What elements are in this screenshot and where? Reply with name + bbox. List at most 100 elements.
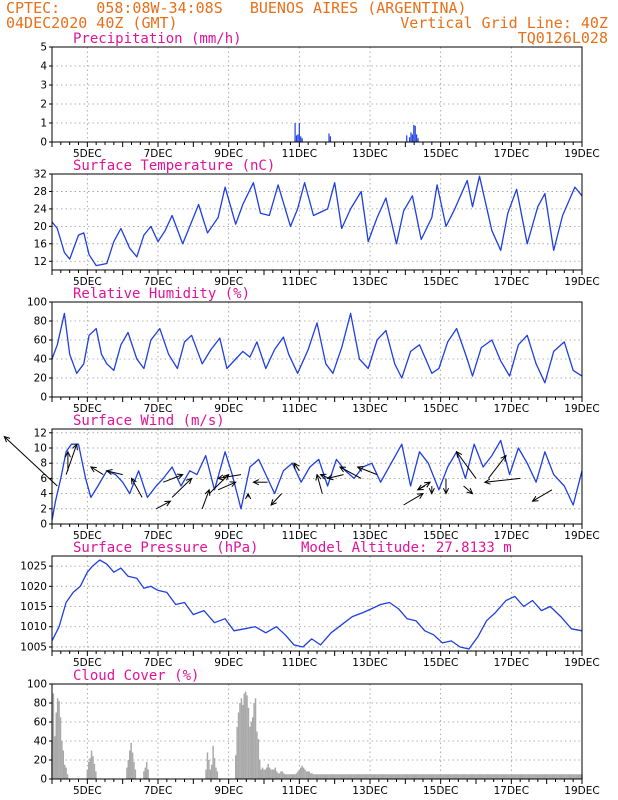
wind-arrow-17 [315,473,323,494]
xtick-label-precip-0: 5DEC [73,148,102,160]
bar-cloud-243 [523,774,525,779]
bar-cloud-180 [434,774,436,779]
wind-arrow-12 [216,474,242,481]
wind-arrow-head-28 [455,450,463,458]
bar-precip-5 [301,138,303,142]
wind-arrow-head-15 [270,499,277,506]
ytick-label-rh-1: 20 [34,373,47,385]
xtick-label-cloud-3: 11DEC [282,785,317,797]
bar-cloud-59 [263,769,265,779]
bar-cloud-99 [319,774,322,779]
xtick-label-wind-0: 5DEC [73,530,102,542]
wind-arrow-head-31 [531,495,539,502]
wind-arrow-shaft-16 [293,462,300,472]
bar-cloud-238 [516,774,518,779]
bar-cloud-67 [274,767,277,779]
wind-arrow-head-4 [105,469,113,475]
bar-cloud-93 [311,773,313,779]
bar-cloud-66 [273,769,275,779]
xtick-label-wind-4: 13DEC [352,530,387,542]
wind-arrow-30 [483,477,521,485]
bar-cloud-168 [417,774,419,779]
ytick-label-precip-1: 1 [40,118,47,130]
panel-title-precip: Precipitation (mm/h) [73,31,242,47]
xtick-label-cloud-7: 19DEC [564,785,599,797]
bar-cloud-91 [308,771,310,779]
ytick-label-pressure-0: 1005 [20,641,47,653]
bar-cloud-78 [290,774,292,779]
wind-arrow-head-16 [293,462,300,470]
bar-cloud-70 [278,773,281,779]
xtick-label-pressure-2: 9DEC [214,657,243,669]
bar-cloud-245 [526,774,528,779]
wind-arrow-6 [155,500,172,510]
bar-cloud-171 [421,774,424,779]
bar-cloud-14 [89,758,91,779]
xtick-label-precip-2: 9DEC [214,148,243,160]
ytick-label-pressure-2: 1015 [20,601,47,613]
bar-cloud-25 [134,769,137,779]
bar-cloud-263 [551,774,554,779]
xtick-label-cloud-1: 7DEC [144,785,173,797]
xtick-label-rh-3: 11DEC [282,403,317,415]
bar-cloud-28 [145,761,148,779]
xtick-label-pressure-3: 11DEC [282,657,317,669]
xtick-label-wind-5: 15DEC [423,530,458,542]
ytick-label-pressure-4: 1025 [20,561,47,573]
bar-cloud-228 [502,774,504,779]
bar-cloud-170 [420,774,422,779]
bar-cloud-34 [210,764,213,779]
bar-cloud-118 [346,774,349,779]
bar-cloud-208 [473,774,476,779]
xtick-label-temp-7: 19DEC [564,276,599,288]
bar-cloud-218 [487,774,490,779]
bar-cloud-107 [331,774,333,779]
ytick-label-temp-1: 16 [34,238,48,250]
panel-title-cloud: Cloud Cover (%) [73,668,199,684]
bar-cloud-53 [254,698,257,779]
frame-precip [51,46,583,143]
bar-cloud-29 [147,769,149,779]
bar-cloud-174 [425,774,428,779]
wind-arrow-head-13 [245,492,252,500]
xtick-label-precip-1: 7DEC [144,148,173,160]
wind-arrow-shaft-17 [316,474,323,494]
xtick-label-rh-2: 9DEC [214,403,243,415]
wind-arrow-head-2 [72,443,78,451]
bar-cloud-24 [133,761,135,779]
ytick-label-rh-2: 40 [34,354,47,366]
bar-cloud-160 [406,774,408,779]
bar-cloud-139 [376,774,378,779]
bar-cloud-49 [249,726,251,779]
xtick-label-wind-6: 17DEC [494,530,529,542]
wind-arrow-head-3 [89,466,97,473]
wind-arrow-8 [171,477,193,498]
wind-arrow-11 [217,481,237,491]
bar-cloud-222 [493,774,496,779]
ytick-label-temp-2: 20 [34,221,47,233]
bar-cloud-278 [572,774,575,779]
wind-arrow-head-14 [252,479,260,486]
bar-cloud-194 [454,774,456,779]
wind-arrow-shaft-22 [403,493,424,506]
bar-cloud-282 [578,774,580,779]
ytick-label-temp-3: 24 [34,203,48,215]
wind-arrow-shaft-15 [270,493,283,506]
bar-cloud-274 [567,774,569,779]
xtick-label-pressure-4: 13DEC [352,657,387,669]
bar-cloud-96 [315,774,318,779]
bar-cloud-158 [403,774,405,779]
bar-cloud-105 [328,774,330,779]
bar-cloud-92 [309,773,312,779]
bar-cloud-280 [575,774,578,779]
bar-cloud-44 [242,704,244,779]
wind-arrow-16 [293,462,300,472]
wind-arrow-shaft-19 [327,474,344,479]
bar-cloud-246 [527,774,530,779]
bar-cloud-16 [92,756,94,779]
wind-arrow-19 [326,474,344,481]
wind-arrow-head-22 [416,493,424,499]
bar-cloud-114 [340,774,343,779]
bar-cloud-175 [427,774,429,779]
bar-cloud-50 [250,722,253,779]
